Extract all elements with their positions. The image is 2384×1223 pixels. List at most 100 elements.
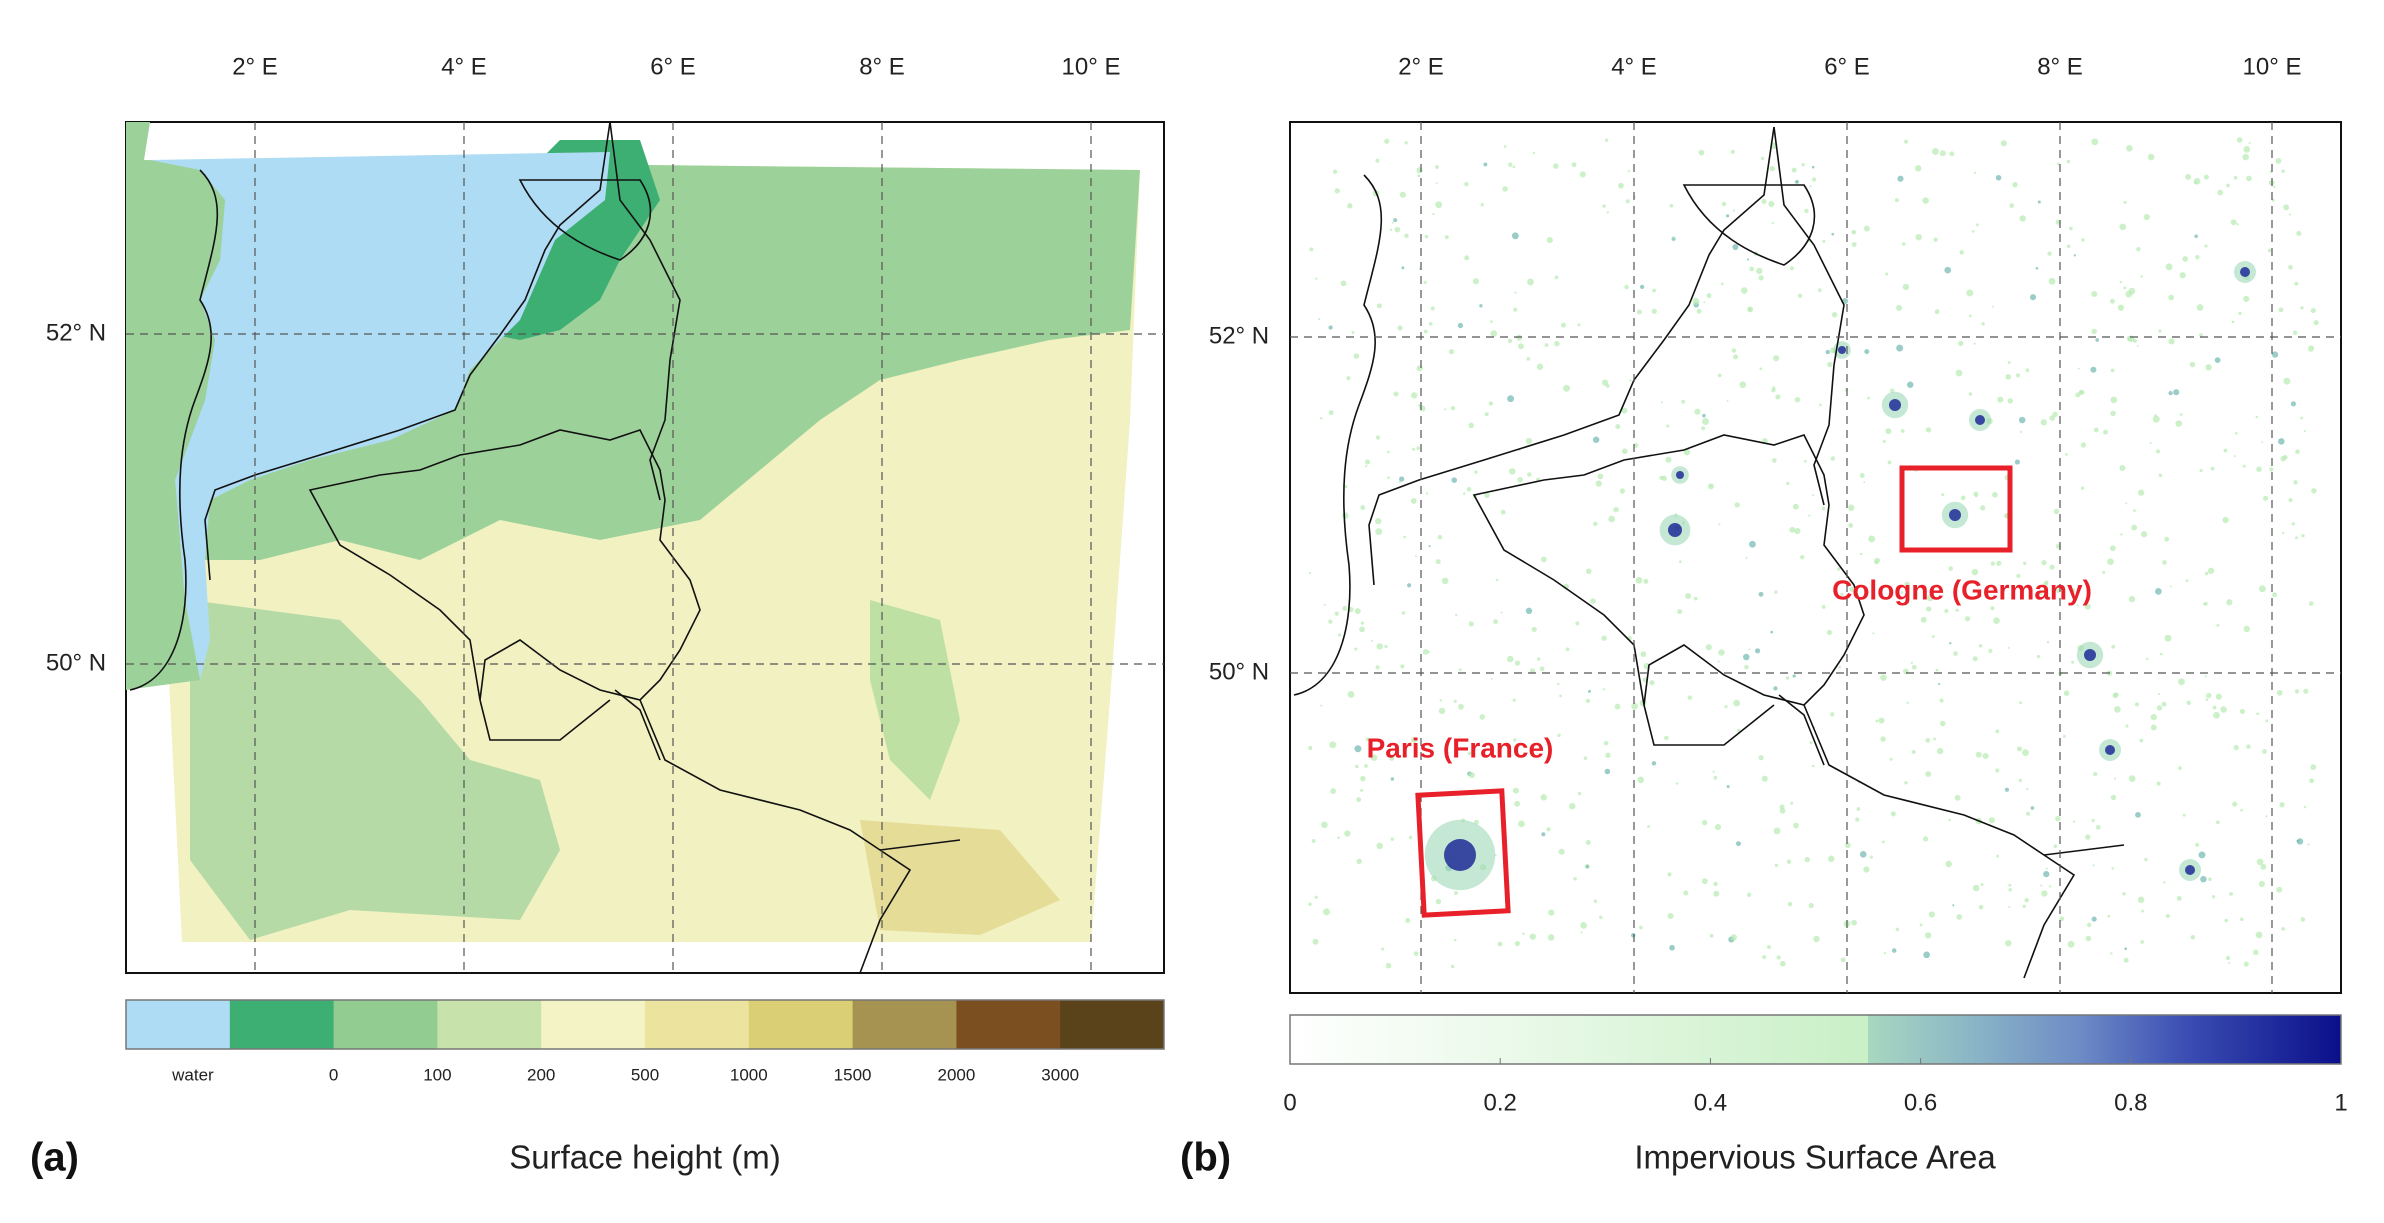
urban-speck bbox=[1376, 643, 1383, 650]
urban-speck bbox=[2110, 396, 2118, 404]
urban-speck bbox=[1980, 505, 1986, 511]
urban-speck bbox=[1696, 308, 1702, 314]
urban-speck bbox=[1575, 621, 1580, 626]
urban-speck bbox=[1403, 535, 1406, 539]
annotation: Cologne (Germany) bbox=[1832, 574, 2092, 605]
panel-label: (a) bbox=[30, 1136, 79, 1180]
urban-speck bbox=[1992, 492, 1998, 498]
urban-speck bbox=[1647, 825, 1650, 829]
urban-speck bbox=[2163, 881, 2166, 884]
urban-speck bbox=[1924, 932, 1932, 939]
urban-speck bbox=[1794, 396, 1801, 403]
urban-speck bbox=[1328, 619, 1333, 624]
urban-speck bbox=[1827, 361, 1833, 368]
urban-speck bbox=[2256, 712, 2260, 716]
urban-speck bbox=[2204, 571, 2209, 576]
urban-speck bbox=[2226, 183, 2230, 188]
urban-speck bbox=[1701, 426, 1706, 431]
urban-speck bbox=[1760, 156, 1765, 161]
urban-speck bbox=[2109, 545, 2116, 552]
urban-speck bbox=[2085, 834, 2091, 840]
urban-speck bbox=[1707, 483, 1714, 490]
urban-speck bbox=[1317, 317, 1321, 321]
urban-speck bbox=[1822, 239, 1826, 243]
urban-speck bbox=[1821, 506, 1826, 511]
urban-speck bbox=[1827, 855, 1835, 863]
urban-speck bbox=[1608, 515, 1615, 523]
urban-speck bbox=[2290, 401, 2296, 407]
urban-speck bbox=[1768, 200, 1775, 207]
colorbar-segment bbox=[852, 1000, 957, 1049]
urban-speck bbox=[1360, 621, 1365, 625]
urban-speck bbox=[2240, 808, 2243, 812]
urban-speck bbox=[2193, 177, 2201, 185]
urban-speck bbox=[1425, 492, 1429, 495]
urban-speck bbox=[1982, 752, 1989, 760]
urban-speck bbox=[1773, 686, 1778, 691]
colorbar-label: 500 bbox=[631, 1065, 659, 1084]
urban-speck bbox=[1678, 560, 1682, 564]
urban-speck bbox=[1601, 635, 1607, 641]
urban-speck bbox=[2066, 244, 2071, 249]
urban-speck bbox=[1809, 741, 1813, 745]
urban-speck bbox=[1621, 448, 1628, 455]
urban-speck bbox=[2122, 892, 2126, 896]
urban-speck bbox=[2123, 286, 2127, 290]
urban-speck bbox=[2045, 867, 2048, 870]
urban-speck bbox=[1592, 436, 1600, 443]
urban-speck bbox=[2310, 307, 2316, 314]
urban-speck bbox=[2308, 601, 2314, 606]
urban-speck bbox=[1630, 933, 1636, 938]
urban-speck bbox=[1819, 403, 1822, 407]
urban-speck bbox=[1360, 775, 1366, 782]
urban-speck bbox=[1911, 750, 1916, 754]
urban-speck bbox=[1344, 830, 1351, 837]
urban-speck bbox=[2119, 464, 2126, 472]
urban-speck bbox=[1364, 459, 1370, 465]
urban-speck bbox=[2233, 455, 2236, 458]
urban-speck bbox=[1949, 151, 1955, 157]
urban-speck bbox=[1360, 505, 1366, 511]
urban-speck bbox=[1939, 150, 1946, 157]
urban-speck bbox=[2288, 265, 2293, 270]
urban-speck bbox=[1811, 494, 1815, 497]
urban-speck bbox=[2288, 213, 2291, 216]
urban-speck bbox=[2026, 787, 2029, 791]
urban-speck bbox=[1500, 611, 1503, 614]
urban-speck bbox=[2230, 219, 2237, 226]
urban-speck bbox=[1323, 908, 1331, 916]
urban-speck bbox=[1897, 175, 1904, 182]
urban-speck bbox=[2185, 173, 2192, 180]
urban-speck bbox=[1312, 938, 1319, 945]
urban-speck bbox=[1451, 477, 1458, 483]
colorbar-segment bbox=[126, 1000, 231, 1049]
urban-speck bbox=[2114, 706, 2121, 713]
urban-speck bbox=[2195, 842, 2200, 847]
urban-speck bbox=[1826, 629, 1833, 635]
urban-speck bbox=[1973, 491, 1979, 497]
urban-speck bbox=[2037, 200, 2041, 204]
urban-speck bbox=[1410, 498, 1417, 504]
urban-speck bbox=[1933, 237, 1938, 242]
urban-speck bbox=[2092, 864, 2095, 867]
urban-speck bbox=[2117, 304, 2125, 311]
urban-speck bbox=[1849, 586, 1855, 592]
urban-speck bbox=[2278, 438, 2285, 445]
urban-speck bbox=[1683, 890, 1689, 896]
urban-speck bbox=[2195, 254, 2200, 260]
urban-speck bbox=[2000, 140, 2007, 147]
urban-speck bbox=[1931, 635, 1935, 638]
urban-speck bbox=[2135, 811, 2141, 818]
urban-speck bbox=[1790, 801, 1794, 805]
urban-speck bbox=[2283, 377, 2291, 385]
urban-speck bbox=[2150, 714, 2157, 721]
colorbar-segment bbox=[333, 1000, 438, 1049]
urban-speck bbox=[2262, 749, 2267, 754]
urban-speck bbox=[1928, 911, 1935, 918]
urban-speck bbox=[2107, 914, 2111, 918]
urban-speck bbox=[1771, 388, 1776, 393]
urban-speck bbox=[2198, 333, 2203, 338]
urban-speck bbox=[2007, 398, 2014, 404]
lon-label: 8° E bbox=[859, 53, 905, 80]
urban-speck bbox=[2080, 486, 2085, 490]
